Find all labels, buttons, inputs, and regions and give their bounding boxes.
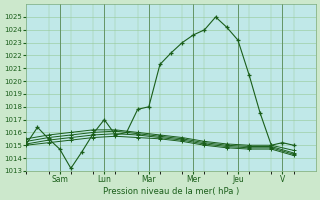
X-axis label: Pression niveau de la mer( hPa ): Pression niveau de la mer( hPa ) [103, 187, 239, 196]
